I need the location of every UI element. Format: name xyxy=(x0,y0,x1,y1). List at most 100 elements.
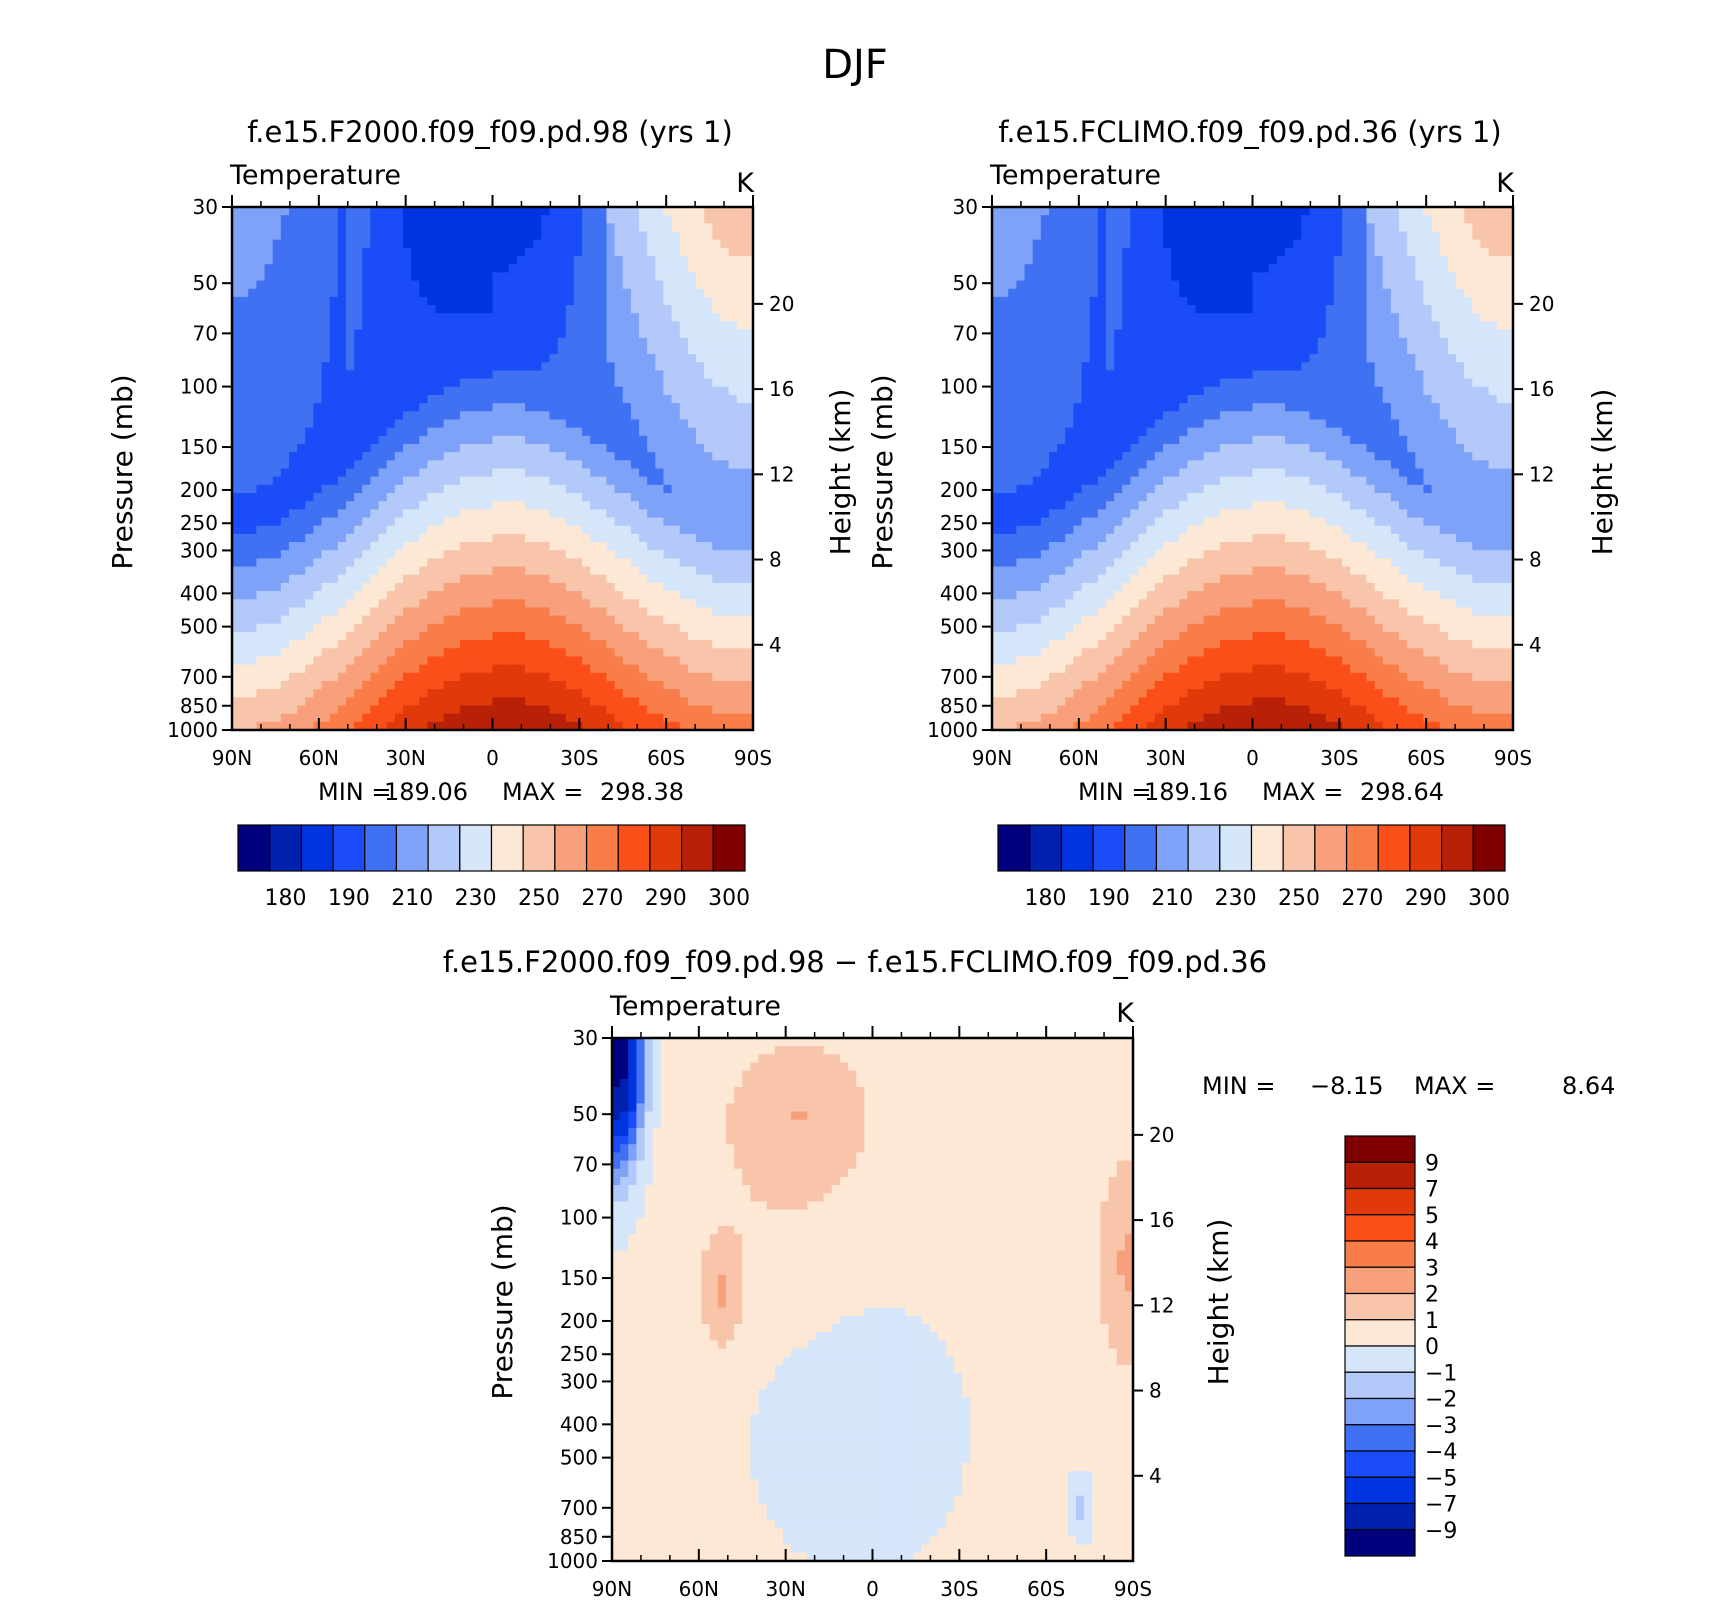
contour-cell xyxy=(362,607,371,617)
contour-cell xyxy=(451,215,461,224)
contour-cell xyxy=(728,476,738,486)
contour-cell xyxy=(557,558,567,568)
contour-cell xyxy=(1024,501,1034,510)
contour-cell xyxy=(655,582,665,592)
contour-cell xyxy=(696,337,705,347)
contour-cell xyxy=(630,623,640,633)
contour-cell xyxy=(639,239,648,249)
contour-cell xyxy=(549,705,559,715)
contour-cell xyxy=(362,207,371,216)
contour-cell xyxy=(280,689,290,698)
contour-cell xyxy=(598,468,608,478)
contour-cell xyxy=(305,427,315,437)
y-tick-label: 70 xyxy=(193,321,218,345)
y-axis-label: Pressure (mb) xyxy=(106,374,139,569)
contour-cell xyxy=(443,427,453,437)
contour-cell xyxy=(419,623,428,633)
contour-cell xyxy=(476,558,485,568)
contour-cell xyxy=(1057,280,1066,290)
contour-cell xyxy=(484,313,494,322)
contour-cell xyxy=(533,394,542,404)
contour-cell xyxy=(1000,615,1009,625)
contour-cell xyxy=(256,337,266,347)
contour-cell xyxy=(435,288,445,298)
contour-cell xyxy=(1016,280,1026,290)
contour-cell xyxy=(272,443,282,453)
contour-cell xyxy=(533,680,542,690)
contour-cell xyxy=(476,542,485,551)
contour-cell xyxy=(386,476,396,486)
contour-cell xyxy=(712,533,722,543)
contour-cell xyxy=(1032,484,1042,494)
contour-cell xyxy=(712,345,722,355)
contour-cell xyxy=(297,370,306,380)
contour-cell xyxy=(516,321,526,331)
contour-cell xyxy=(272,566,282,576)
contour-cell xyxy=(696,460,705,470)
contour-cell xyxy=(451,247,461,257)
contour-cell xyxy=(1065,394,1075,404)
contour-cell xyxy=(647,239,656,249)
contour-cell xyxy=(443,493,453,502)
contour-cell xyxy=(386,689,396,698)
contour-cell xyxy=(1081,337,1091,347)
contour-cell xyxy=(1057,231,1066,241)
contour-cell xyxy=(687,468,697,478)
contour-cell xyxy=(679,256,689,265)
contour-cell xyxy=(1032,264,1042,273)
contour-cell xyxy=(1040,215,1050,224)
contour-cell xyxy=(451,435,461,445)
contour-cell xyxy=(313,697,323,707)
contour-cell xyxy=(630,615,640,625)
contour-cell xyxy=(1008,403,1018,412)
contour-cell xyxy=(378,476,388,486)
contour-cell xyxy=(337,378,347,388)
contour-cell xyxy=(1048,680,1058,690)
contour-cell xyxy=(671,460,681,470)
contour-cell xyxy=(232,648,241,658)
contour-cell xyxy=(565,231,575,241)
contour-cell xyxy=(370,615,380,625)
contour-cell xyxy=(321,509,331,519)
contour-cell xyxy=(394,476,404,486)
contour-cell xyxy=(345,591,355,600)
contour-cell xyxy=(492,403,502,412)
contour-cell xyxy=(639,533,648,543)
contour-cell xyxy=(639,566,648,576)
contour-cell xyxy=(1048,550,1058,559)
contour-cell xyxy=(264,435,274,445)
contour-cell xyxy=(516,607,526,617)
contour-cell xyxy=(1040,443,1050,453)
contour-cell xyxy=(427,321,437,331)
contour-cell xyxy=(541,321,551,331)
x-tick-label: 30N xyxy=(385,746,425,770)
contour-cell xyxy=(720,623,730,633)
contour-cell xyxy=(557,337,567,347)
contour-cell xyxy=(582,623,591,633)
contour-cell xyxy=(687,533,697,543)
contour-cell xyxy=(337,256,347,265)
contour-cell xyxy=(240,370,249,380)
contour-cell xyxy=(240,631,249,641)
contour-cell xyxy=(362,280,371,290)
contour-cell xyxy=(1016,501,1026,510)
contour-cell xyxy=(264,721,274,731)
contour-cell xyxy=(288,296,298,306)
contour-cell xyxy=(516,550,526,559)
contour-cell xyxy=(582,288,591,298)
contour-cell xyxy=(402,689,412,698)
contour-cell xyxy=(614,533,624,543)
contour-cell xyxy=(370,207,380,216)
contour-cell xyxy=(655,623,665,633)
contour-cell xyxy=(639,247,648,257)
contour-cell xyxy=(639,713,648,723)
contour-cell xyxy=(1073,427,1083,437)
contour-cell xyxy=(573,280,583,290)
contour-cell xyxy=(712,623,722,633)
contour-cell xyxy=(663,566,673,576)
contour-cell xyxy=(663,207,673,216)
contour-cell xyxy=(655,607,665,617)
contour-cell xyxy=(992,468,1001,478)
contour-cell xyxy=(337,574,347,584)
contour-cell xyxy=(1057,345,1066,355)
